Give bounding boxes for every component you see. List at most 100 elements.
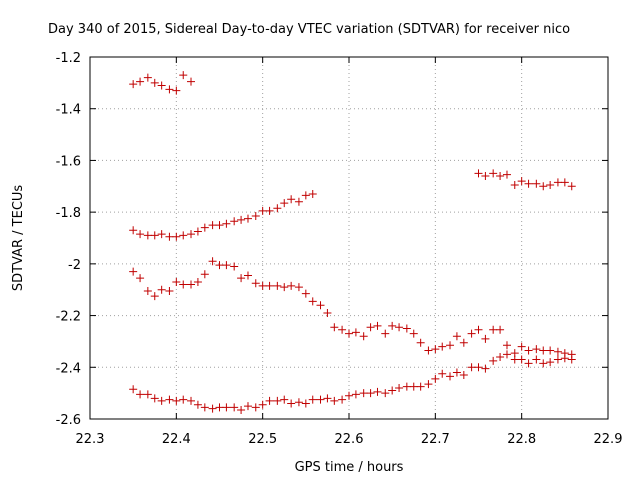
data-point <box>323 394 332 403</box>
data-point <box>560 354 569 363</box>
data-point <box>330 396 339 405</box>
data-point <box>345 391 353 400</box>
data-point <box>222 403 231 412</box>
y-tick-label: -2 <box>68 258 81 273</box>
data-point <box>222 261 231 270</box>
data-point <box>532 345 541 354</box>
data-point <box>208 404 217 413</box>
data-point <box>474 169 483 178</box>
data-point <box>402 382 411 391</box>
data-point <box>230 403 239 412</box>
data-point <box>150 394 159 403</box>
data-point <box>143 390 152 399</box>
x-tick-label: 22.5 <box>248 432 277 447</box>
data-point <box>215 403 224 412</box>
data-point <box>165 287 174 296</box>
data-point <box>416 338 425 347</box>
data-points <box>129 71 576 414</box>
y-tick-label: -1.8 <box>56 206 81 221</box>
data-point <box>265 396 274 405</box>
data-point <box>338 325 347 334</box>
data-point <box>502 350 511 359</box>
data-point <box>280 395 289 404</box>
data-point <box>316 395 325 404</box>
data-point <box>395 323 404 332</box>
data-point <box>409 329 418 338</box>
data-point <box>409 382 418 391</box>
data-point <box>474 363 483 372</box>
data-point <box>200 403 209 412</box>
data-point <box>373 387 382 396</box>
data-point <box>301 289 310 298</box>
data-point <box>388 386 397 395</box>
data-point <box>366 323 375 332</box>
data-point <box>287 399 296 408</box>
x-tick-label: 22.6 <box>335 432 364 447</box>
data-point <box>517 355 526 364</box>
data-point <box>230 262 239 271</box>
data-point <box>143 287 152 296</box>
series-track-3 <box>129 257 576 359</box>
data-point <box>308 190 317 199</box>
data-point <box>143 73 152 82</box>
data-point <box>467 363 476 372</box>
data-point <box>157 285 166 294</box>
data-point <box>136 390 145 399</box>
y-tick-label: -1.2 <box>56 51 81 66</box>
data-point <box>345 329 353 338</box>
data-point <box>532 355 541 364</box>
data-point <box>553 347 562 356</box>
data-point <box>481 334 490 343</box>
data-point <box>265 206 274 215</box>
data-point <box>172 86 181 95</box>
data-point <box>446 372 455 381</box>
data-point <box>431 345 440 354</box>
data-point <box>489 356 498 365</box>
data-point <box>165 232 174 241</box>
data-point <box>388 321 397 330</box>
data-point <box>502 341 511 350</box>
data-point <box>150 78 159 87</box>
data-point <box>424 380 433 389</box>
data-point <box>230 217 239 226</box>
data-point <box>524 179 533 188</box>
data-point <box>416 382 425 391</box>
data-point <box>280 199 289 208</box>
plot-frame <box>89 56 609 420</box>
data-point <box>510 355 519 364</box>
x-tick-label: 22.9 <box>594 432 623 447</box>
data-point <box>287 281 296 290</box>
data-point <box>129 385 138 394</box>
series-track-1 <box>129 71 196 95</box>
data-point <box>150 231 159 240</box>
data-point <box>381 329 390 338</box>
grid <box>90 57 608 419</box>
data-point <box>351 390 360 399</box>
data-point <box>467 329 476 338</box>
data-point <box>524 359 533 368</box>
data-point <box>489 325 498 334</box>
data-point <box>165 395 174 404</box>
data-point <box>338 395 347 404</box>
data-point <box>510 180 519 189</box>
data-point <box>258 281 267 290</box>
data-point <box>496 325 505 334</box>
data-point <box>553 355 562 364</box>
data-point <box>251 403 260 412</box>
data-point <box>129 226 138 235</box>
data-point <box>539 346 548 355</box>
data-point <box>294 398 303 407</box>
data-point <box>308 297 317 306</box>
data-point <box>567 355 576 364</box>
data-point <box>546 358 555 367</box>
data-point <box>294 197 303 206</box>
data-point <box>402 324 411 333</box>
data-point <box>129 80 138 89</box>
data-point <box>539 359 548 368</box>
data-point <box>193 400 202 409</box>
data-point <box>481 364 490 373</box>
data-point <box>179 395 188 404</box>
data-point <box>251 279 260 288</box>
data-point <box>560 178 569 187</box>
